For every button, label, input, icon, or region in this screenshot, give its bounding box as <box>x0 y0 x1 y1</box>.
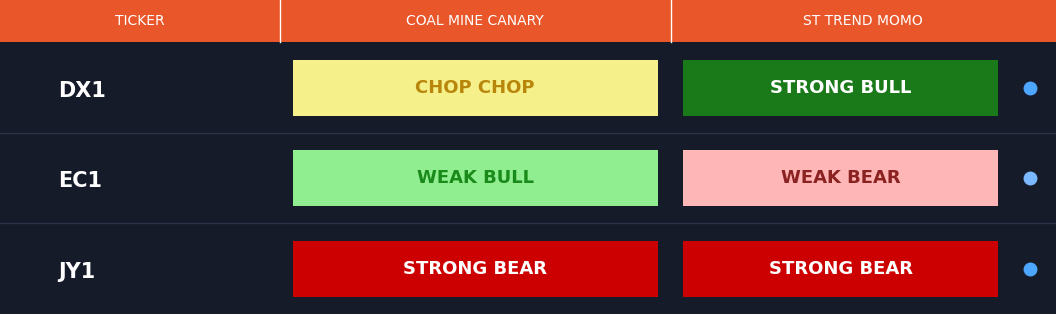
FancyBboxPatch shape <box>293 60 658 116</box>
FancyBboxPatch shape <box>293 150 658 206</box>
FancyBboxPatch shape <box>0 0 280 42</box>
Text: EC1: EC1 <box>58 171 102 191</box>
Text: STRONG BEAR: STRONG BEAR <box>769 260 912 278</box>
FancyBboxPatch shape <box>293 241 658 297</box>
Text: STRONG BEAR: STRONG BEAR <box>403 260 547 278</box>
Text: STRONG BULL: STRONG BULL <box>770 79 911 97</box>
Text: TICKER: TICKER <box>115 14 165 28</box>
Text: WEAK BEAR: WEAK BEAR <box>780 169 901 187</box>
FancyBboxPatch shape <box>683 241 998 297</box>
Text: CHOP CHOP: CHOP CHOP <box>415 79 535 97</box>
FancyBboxPatch shape <box>683 150 998 206</box>
Text: DX1: DX1 <box>58 81 106 101</box>
Text: COAL MINE CANARY: COAL MINE CANARY <box>407 14 544 28</box>
FancyBboxPatch shape <box>683 60 998 116</box>
FancyBboxPatch shape <box>671 0 1056 42</box>
Text: JY1: JY1 <box>58 262 95 282</box>
Text: WEAK BULL: WEAK BULL <box>417 169 533 187</box>
FancyBboxPatch shape <box>280 0 671 42</box>
Text: ST TREND MOMO: ST TREND MOMO <box>804 14 923 28</box>
